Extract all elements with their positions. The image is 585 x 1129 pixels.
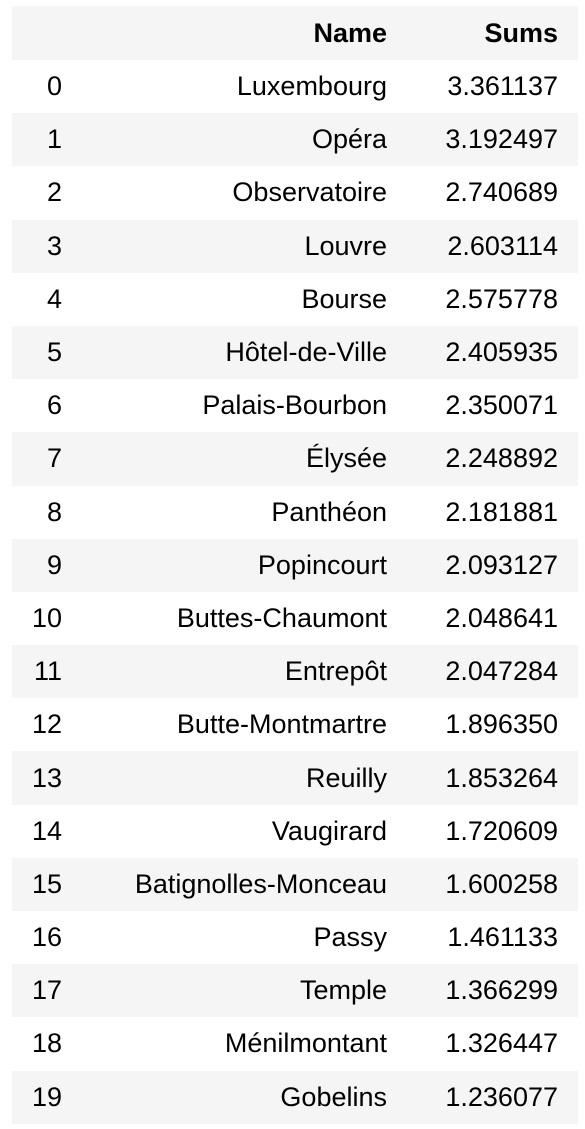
name-cell: Palais-Bourbon [202,390,387,421]
sums-cell: 2.047284 [445,656,558,687]
row-index-cell: 17 [31,975,62,1006]
table-row: 11 Entrepôt 2.047284 [12,645,578,699]
table-row: 7 Élysée 2.248892 [12,432,578,486]
sums-cell: 1.366299 [445,975,558,1006]
table-row: 1 Opéra 3.192497 [12,113,578,167]
sums-cell: 1.896350 [445,709,558,740]
table-row: 4 Bourse 2.575778 [12,273,578,326]
sums-cell: 1.600258 [445,868,558,899]
name-cell: Reuilly [305,762,387,793]
sums-cell: 2.575778 [445,283,558,314]
table-row: 14 Vaugirard 1.720609 [12,805,578,858]
name-cell: Ménilmontant [224,1028,387,1059]
name-cell: Popincourt [257,549,387,580]
name-cell: Gobelins [280,1081,387,1112]
name-cell: Hôtel-de-Ville [225,337,387,368]
row-index-cell: 14 [31,815,62,846]
name-cell: Louvre [304,230,387,261]
sums-cell: 2.350071 [445,390,558,421]
sums-cell: 2.603114 [447,230,558,261]
row-index-cell: 11 [33,656,62,687]
row-index-cell: 13 [31,762,62,793]
row-index-cell: 2 [46,177,62,208]
row-index-cell: 8 [46,496,62,527]
table-row: 10 Buttes-Chaumont 2.048641 [12,592,578,645]
row-index-cell: 1 [46,124,62,155]
row-index-cell: 4 [46,283,62,314]
table-row: 13 Reuilly 1.853264 [12,751,578,805]
table-row: 17 Temple 1.366299 [12,964,578,1018]
row-index-cell: 18 [31,1028,62,1059]
sums-cell: 1.720609 [445,815,558,846]
name-cell: Butte-Montmartre [176,709,387,740]
row-index-cell: 9 [46,549,62,580]
name-cell: Opéra [311,124,387,155]
row-index-cell: 12 [31,709,62,740]
row-index-cell: 16 [31,922,62,953]
name-cell: Observatoire [232,177,387,208]
sums-column-header: Sums [484,17,558,48]
table-row: 12 Butte-Montmartre 1.896350 [12,698,578,751]
name-cell: Vaugirard [271,815,387,846]
row-index-cell: 5 [46,337,62,368]
table-header-row: Name Sums [12,6,578,60]
sums-cell: 2.405935 [445,337,558,368]
row-index-cell: 7 [46,443,62,474]
sums-cell: 1.461133 [447,922,558,953]
table-row: 2 Observatoire 2.740689 [12,166,578,219]
table-row: 18 Ménilmontant 1.326447 [12,1017,578,1070]
sums-cell: 2.740689 [445,177,558,208]
name-cell: Panthéon [271,496,387,527]
table-row: 19 Gobelins 1.236077 [12,1070,578,1124]
dataframe-table: Name Sums 0 Luxembourg 3.361137 1 Opéra 3.192… [12,6,578,1124]
name-cell: Élysée [305,443,387,474]
row-index-cell: 15 [31,868,62,899]
sums-cell: 2.181881 [445,496,558,527]
table-row: 15 Batignolles-Monceau 1.600258 [12,857,578,911]
name-cell: Bourse [301,283,387,314]
name-cell: Passy [313,922,387,953]
sums-cell: 1.853264 [445,762,558,793]
table-row: 16 Passy 1.461133 [12,911,578,964]
row-index-cell: 19 [31,1081,62,1112]
sums-cell: 2.093127 [445,549,558,580]
table-row: 6 Palais-Bourbon 2.350071 [12,379,578,432]
row-index-cell: 0 [46,71,62,102]
table-row: 8 Panthéon 2.181881 [12,486,578,539]
sums-cell: 2.048641 [445,602,558,633]
name-cell: Batignolles-Monceau [134,868,387,899]
sums-cell: 1.326447 [445,1028,558,1059]
table-row: 0 Luxembourg 3.361137 [12,60,578,113]
name-cell: Temple [299,975,387,1006]
table-row: 3 Louvre 2.603114 [12,219,578,273]
sums-cell: 3.192497 [445,124,558,155]
row-index-cell: 6 [46,390,62,421]
table-row: 9 Popincourt 2.093127 [12,538,578,592]
name-cell: Luxembourg [236,71,387,102]
name-cell: Entrepôt [284,656,387,687]
sums-cell: 1.236077 [445,1081,558,1112]
row-index-cell: 10 [31,602,62,633]
name-cell: Buttes-Chaumont [176,602,387,633]
row-index-cell: 3 [46,230,62,261]
name-column-header: Name [313,17,387,48]
table-body: 0 Luxembourg 3.361137 1 Opéra 3.192497 2 Observ… [12,60,578,1124]
sums-cell: 3.361137 [447,71,558,102]
sums-cell: 2.248892 [445,443,558,474]
table-row: 5 Hôtel-de-Ville 2.405935 [12,325,578,380]
